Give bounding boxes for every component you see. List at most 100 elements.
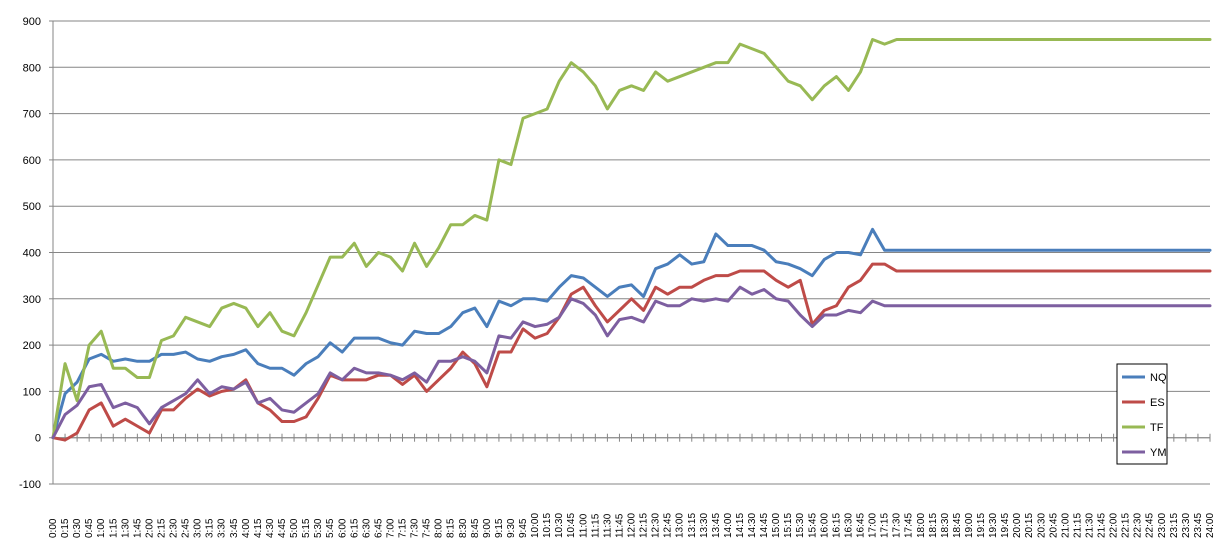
x-tick-label: 9:45 xyxy=(518,518,529,538)
x-tick-label: 13:45 xyxy=(711,513,722,538)
y-tick-label: 300 xyxy=(23,294,41,306)
x-tick-label: 10:30 xyxy=(554,513,565,538)
gridlines xyxy=(53,20,1210,485)
x-tick-label: 2:15 xyxy=(156,518,167,538)
x-tick-label: 11:15 xyxy=(590,513,601,538)
x-tick-label: 4:00 xyxy=(241,518,252,538)
x-tick-label: 9:30 xyxy=(506,518,517,538)
x-tick-label: 12:45 xyxy=(663,513,674,538)
x-tick-label: 12:30 xyxy=(651,513,662,538)
x-tick-label: 11:45 xyxy=(614,513,625,538)
x-tick-label: 21:45 xyxy=(1097,513,1108,538)
x-tick-label: 9:15 xyxy=(494,518,505,538)
series-line-tf xyxy=(51,38,1212,440)
x-tick-label: 16:15 xyxy=(831,513,842,538)
x-tick-label: 22:30 xyxy=(1133,513,1144,538)
x-tick-label: 8:15 xyxy=(446,518,457,538)
axes xyxy=(49,20,1211,485)
x-tick-label: 24:00 xyxy=(1205,513,1216,538)
x-tick-label: 1:30 xyxy=(120,518,131,538)
x-tick-label: 20:15 xyxy=(1024,513,1035,538)
x-tick-label: 17:15 xyxy=(880,513,891,538)
x-tick-label: 11:00 xyxy=(578,513,589,538)
x-tick-label: 22:00 xyxy=(1109,513,1120,538)
x-tick-label: 14:15 xyxy=(735,513,746,538)
x-tick-label: 15:45 xyxy=(807,513,818,538)
x-tick-labels: 0:00 0:15 0:30 0:45 1:00 1:15 1:30 1:45 2:00 2:15… xyxy=(48,513,1216,538)
x-tick-label: 8:45 xyxy=(470,518,481,538)
series-line-nq xyxy=(51,227,1212,440)
x-tick-label: 5:30 xyxy=(313,518,324,538)
x-tick-label: 14:30 xyxy=(747,513,758,538)
y-tick-label: 200 xyxy=(23,340,41,352)
legend-label-nq: NQ xyxy=(1150,372,1167,384)
x-tick-label: 18:45 xyxy=(952,513,963,538)
x-tick-label: 18:30 xyxy=(940,513,951,538)
x-tick-label: 8:30 xyxy=(458,518,469,538)
series-lines xyxy=(51,38,1212,442)
x-tick-label: 14:00 xyxy=(723,513,734,538)
x-tick-label: 7:45 xyxy=(422,518,433,538)
x-tick-label: 7:15 xyxy=(398,518,409,538)
x-tick-label: 10:15 xyxy=(542,513,553,538)
y-tick-labels: -100 0 100 200 300 400 500 600 700 800 900 xyxy=(19,16,41,491)
x-tick-label: 20:45 xyxy=(1048,513,1059,538)
series-line-ym xyxy=(51,285,1212,440)
y-tick-label: 0 xyxy=(35,433,41,445)
x-tick-label: 3:30 xyxy=(217,518,228,538)
x-tick-label: 17:00 xyxy=(868,513,879,538)
x-tick-label: 17:30 xyxy=(892,513,903,538)
y-tick-label: 600 xyxy=(23,155,41,167)
x-tick-label: 6:15 xyxy=(349,518,360,538)
x-tick-label: 0:45 xyxy=(84,518,95,538)
x-tick-label: 16:30 xyxy=(843,513,854,538)
x-tick-label: 16:45 xyxy=(855,513,866,538)
x-tick-label: 15:30 xyxy=(795,513,806,538)
x-tick-label: 4:15 xyxy=(253,518,264,538)
x-tick-label: 23:00 xyxy=(1157,513,1168,538)
x-tick-label: 5:00 xyxy=(289,518,300,538)
x-tick-label: 9:00 xyxy=(482,518,493,538)
x-tick-label: 20:00 xyxy=(1012,513,1023,538)
x-tick-label: 6:00 xyxy=(337,518,348,538)
x-tick-label: 13:15 xyxy=(687,513,698,538)
x-tick-label: 13:00 xyxy=(675,513,686,538)
legend-box xyxy=(1116,363,1168,465)
x-tick-label: 2:30 xyxy=(169,518,180,538)
x-tick-label: 5:15 xyxy=(301,518,312,538)
x-tick-label: 3:00 xyxy=(193,518,204,538)
y-tick-label: 500 xyxy=(23,201,41,213)
x-tick-label: 23:45 xyxy=(1193,513,1204,538)
x-tick-label: 2:45 xyxy=(181,518,192,538)
x-tick-label: 6:30 xyxy=(361,518,372,538)
x-tick-label: 16:00 xyxy=(819,513,830,538)
x-tick-label: 18:15 xyxy=(928,513,939,538)
x-tick-label: 23:15 xyxy=(1169,513,1180,538)
x-tick-label: 6:45 xyxy=(373,518,384,538)
x-tick-label: 21:00 xyxy=(1060,513,1071,538)
x-tick-label: 21:30 xyxy=(1084,513,1095,538)
x-tick-label: 1:45 xyxy=(132,518,143,538)
x-tick-label: 10:45 xyxy=(566,513,577,538)
series-line-es xyxy=(51,262,1212,442)
x-tick-label: 7:30 xyxy=(410,518,421,538)
legend-label-ym: YM xyxy=(1150,447,1167,459)
x-tick-label: 19:00 xyxy=(964,513,975,538)
x-tick-label: 18:00 xyxy=(916,513,927,538)
y-tick-label: 700 xyxy=(23,109,41,121)
y-tick-label: 900 xyxy=(23,16,41,28)
x-tick-label: 19:45 xyxy=(1000,513,1011,538)
x-tick-label: 0:00 xyxy=(48,518,59,538)
y-tick-label: -100 xyxy=(19,479,41,491)
x-tick-label: 14:45 xyxy=(759,513,770,538)
x-tick-label: 0:15 xyxy=(60,518,71,538)
x-tick-label: 20:30 xyxy=(1036,513,1047,538)
x-tick-label: 4:45 xyxy=(277,518,288,538)
x-tick-label: 23:30 xyxy=(1181,513,1192,538)
x-tick-label: 3:15 xyxy=(205,518,216,538)
legend: NQ ES TF YM xyxy=(1116,363,1168,465)
x-tick-label: 3:45 xyxy=(229,518,240,538)
x-tick-label: 21:15 xyxy=(1072,513,1083,538)
legend-label-es: ES xyxy=(1150,397,1165,409)
